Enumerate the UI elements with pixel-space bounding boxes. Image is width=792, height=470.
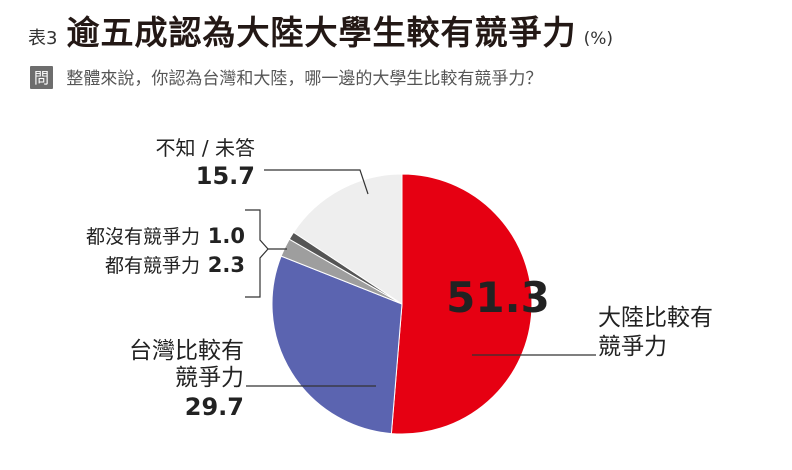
neither-label: 都沒有競爭力 bbox=[86, 226, 200, 248]
survey-question: 問 整體來說，你認為台灣和大陸，哪一邊的大學生比較有競爭力？ bbox=[30, 64, 542, 89]
both-label: 都有競爭力 bbox=[105, 255, 200, 277]
question-text: 整體來說，你認為台灣和大陸，哪一邊的大學生比較有競爭力？ bbox=[66, 69, 543, 89]
taiwan-value: 29.7 bbox=[185, 393, 244, 421]
taiwan-label-line2: 競爭力 bbox=[175, 365, 244, 391]
leader-lines bbox=[245, 169, 596, 387]
unit-label: (%) bbox=[583, 29, 614, 49]
pie-slice-0 bbox=[390, 173, 533, 435]
unknown-label: 不知 / 未答 bbox=[156, 136, 255, 160]
leader-bracket-both-neither bbox=[245, 209, 269, 298]
pie-slice-4 bbox=[292, 173, 403, 305]
mainland-value: 51.3 bbox=[446, 273, 550, 322]
mainland-label-line1: 大陸比較有 bbox=[598, 305, 713, 331]
taiwan-label-line1: 台灣比較有 bbox=[129, 338, 244, 364]
mainland-label-line2: 競爭力 bbox=[598, 334, 667, 360]
question-badge: 問 bbox=[30, 66, 54, 89]
neither-value: 1.0 bbox=[208, 224, 245, 248]
pie-slice-1 bbox=[271, 255, 403, 435]
chart-title-row: 表3 逾五成認為大陸大學生較有競爭力 (%) bbox=[28, 6, 613, 54]
pie-slices bbox=[271, 173, 533, 435]
leader-line-unknown bbox=[264, 169, 369, 195]
unknown-value: 15.7 bbox=[196, 162, 255, 190]
chart-title: 逾五成認為大陸大學生較有競爭力 bbox=[66, 13, 577, 52]
table-number: 表3 bbox=[28, 28, 58, 49]
both-value: 2.3 bbox=[208, 253, 245, 277]
